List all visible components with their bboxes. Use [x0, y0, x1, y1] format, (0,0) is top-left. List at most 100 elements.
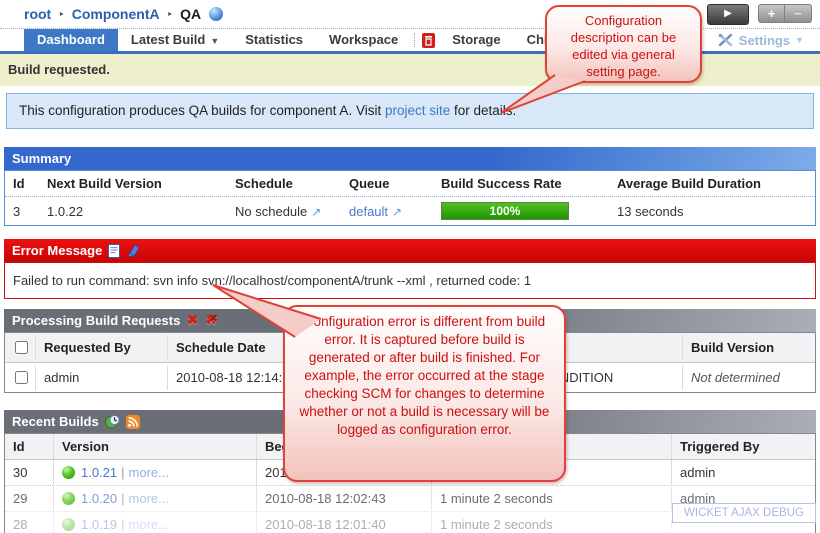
col-build-success-rate: Build Success Rate — [441, 176, 562, 191]
build-history-icon[interactable] — [104, 414, 120, 429]
error-message-text: Failed to run command: svn info svn://lo… — [13, 273, 532, 288]
build-id: 28 — [13, 517, 28, 532]
build-more-link[interactable]: more... — [128, 491, 170, 506]
callout-text: Configuration description can be edited … — [570, 13, 677, 79]
tab-statistics[interactable]: Statistics — [245, 32, 304, 47]
build-triggered-by: admin — [671, 460, 815, 485]
clear-error-icon[interactable] — [126, 244, 140, 257]
summary-table: Id Next Build Version Schedule Queue Bui… — [4, 170, 816, 226]
delete-workspace-icon[interactable] — [418, 29, 439, 51]
delete-all-requests-icon[interactable]: ✖ — [205, 312, 218, 328]
callout-text: Configuration error is different from bu… — [299, 314, 550, 437]
build-more-link[interactable]: more... — [128, 465, 170, 480]
col-version: Version — [53, 434, 256, 459]
error-message-section: Error Message Failed to run command: svn… — [4, 239, 816, 299]
summary-header: Summary — [4, 147, 816, 170]
pipe-separator: | — [121, 491, 125, 506]
zoom-out-button[interactable]: − — [785, 4, 812, 23]
col-id: Id — [13, 439, 25, 454]
col-triggered-by: Triggered By — [671, 434, 815, 459]
breadcrumb-root-link[interactable]: root — [24, 6, 52, 22]
description-text-after: for details. — [450, 103, 517, 118]
summary-schedule: No schedule — [235, 203, 308, 219]
build-version-link[interactable]: 1.0.21 — [81, 465, 118, 480]
select-all-requests-checkbox[interactable] — [15, 341, 28, 354]
tab-dashboard[interactable]: Dashboard — [24, 29, 118, 51]
summary-row: 3 1.0.22 No schedule ↗ default ↗ 100% 13 s… — [5, 197, 815, 225]
summary-next-build-version: 1.0.22 — [47, 203, 84, 219]
external-link-icon[interactable]: ↗ — [311, 204, 322, 219]
tab-divider — [414, 33, 416, 47]
build-success-ball-icon — [62, 518, 75, 531]
build-triggered-by: admin — [671, 486, 815, 511]
view-log-icon[interactable] — [108, 243, 121, 258]
col-schedule: Schedule — [235, 176, 293, 191]
breadcrumb-current: QA — [180, 6, 202, 22]
build-id: 30 — [13, 465, 28, 480]
zoom-in-button[interactable]: + — [758, 4, 785, 23]
col-queue: Queue — [349, 176, 390, 191]
breadcrumb-separator-icon: ‣ — [166, 8, 174, 21]
summary-section: Summary Id Next Build Version Schedule Q… — [4, 147, 816, 226]
pipe-separator: | — [121, 517, 125, 532]
request-schedule-date: 2010-08-18 12:14:33 — [167, 365, 382, 390]
status-text: Build requested. — [8, 62, 110, 77]
configuration-description-box: This configuration produces QA builds fo… — [6, 93, 814, 129]
build-row: 29 1.0.20 | more... 2010-08-18 12:02:43 1 … — [5, 485, 815, 511]
configuration-status-sphere-icon — [209, 7, 224, 21]
build-version-link[interactable]: 1.0.20 — [81, 491, 118, 506]
col-next-build-version: Next Build Version — [47, 176, 162, 191]
callout-tail-icon — [500, 74, 586, 114]
build-more-link[interactable]: more... — [128, 517, 170, 532]
tab-bar: Dashboard Latest Build ▼ Statistics Works… — [0, 28, 820, 54]
window-controls: ▶ + − — [707, 4, 812, 25]
callout-config-error-note: Configuration error is different from bu… — [212, 284, 566, 482]
rss-feed-icon[interactable] — [125, 414, 140, 429]
error-message-header: Error Message — [4, 239, 816, 262]
callout-tail-icon — [212, 284, 322, 338]
description-text: This configuration produces QA builds fo… — [19, 103, 385, 118]
external-link-icon[interactable]: ↗ — [392, 204, 403, 219]
wicket-ajax-debug-link[interactable]: WICKET AJAX DEBUG — [672, 503, 816, 523]
col-build-version: Build Version — [682, 335, 815, 360]
summary-avg-duration: 13 seconds — [617, 203, 684, 219]
play-button[interactable]: ▶ — [707, 4, 749, 25]
chevron-down-icon: ▼ — [795, 35, 804, 45]
recent-builds-title: Recent Builds — [12, 414, 99, 429]
pipe-separator: | — [121, 465, 125, 480]
breadcrumb-separator-icon: ‣ — [58, 8, 65, 21]
request-checkbox[interactable] — [15, 371, 28, 384]
col-id: Id — [13, 176, 25, 191]
tab-workspace[interactable]: Workspace — [329, 32, 399, 47]
build-version-link[interactable]: 1.0.19 — [81, 517, 118, 532]
col-schedule-date: Schedule Date — [167, 335, 382, 360]
build-success-ball-icon — [62, 492, 75, 505]
col-average-build-duration: Average Build Duration — [617, 176, 761, 191]
error-message-title: Error Message — [12, 243, 103, 258]
tab-settings-label: Settings — [738, 32, 791, 48]
summary-table-header: Id Next Build Version Schedule Queue Bui… — [5, 171, 815, 197]
chevron-down-icon: ▼ — [210, 36, 220, 46]
build-duration: 1 minute 2 seconds — [431, 512, 671, 533]
delete-request-icon[interactable]: ✖ — [186, 311, 199, 329]
tools-icon — [718, 33, 732, 47]
build-id: 29 — [13, 491, 28, 506]
breadcrumb-componenta-link[interactable]: ComponentA — [71, 6, 160, 22]
tab-latest-build-label: Latest Build — [130, 32, 206, 47]
project-site-link[interactable]: project site — [384, 103, 451, 118]
zoom-button-group: + − — [758, 4, 812, 25]
summary-title: Summary — [12, 151, 72, 166]
tab-latest-build[interactable]: Latest Build ▼ — [118, 29, 232, 51]
summary-id: 3 — [13, 203, 21, 219]
request-requested-by: admin — [35, 365, 167, 390]
tab-storage[interactable]: Storage — [452, 32, 501, 47]
build-triggered-by — [671, 519, 815, 530]
queue-link[interactable]: default — [349, 203, 389, 219]
request-build-version: Not determined — [682, 365, 815, 390]
build-success-rate-bar: 100% — [441, 202, 569, 220]
tab-settings[interactable]: Settings ▼ — [718, 29, 820, 51]
build-success-ball-icon — [62, 466, 75, 479]
build-duration: 1 minute 2 seconds — [431, 486, 671, 511]
build-begin-date: 2010-08-18 12:01:40 — [256, 512, 431, 533]
